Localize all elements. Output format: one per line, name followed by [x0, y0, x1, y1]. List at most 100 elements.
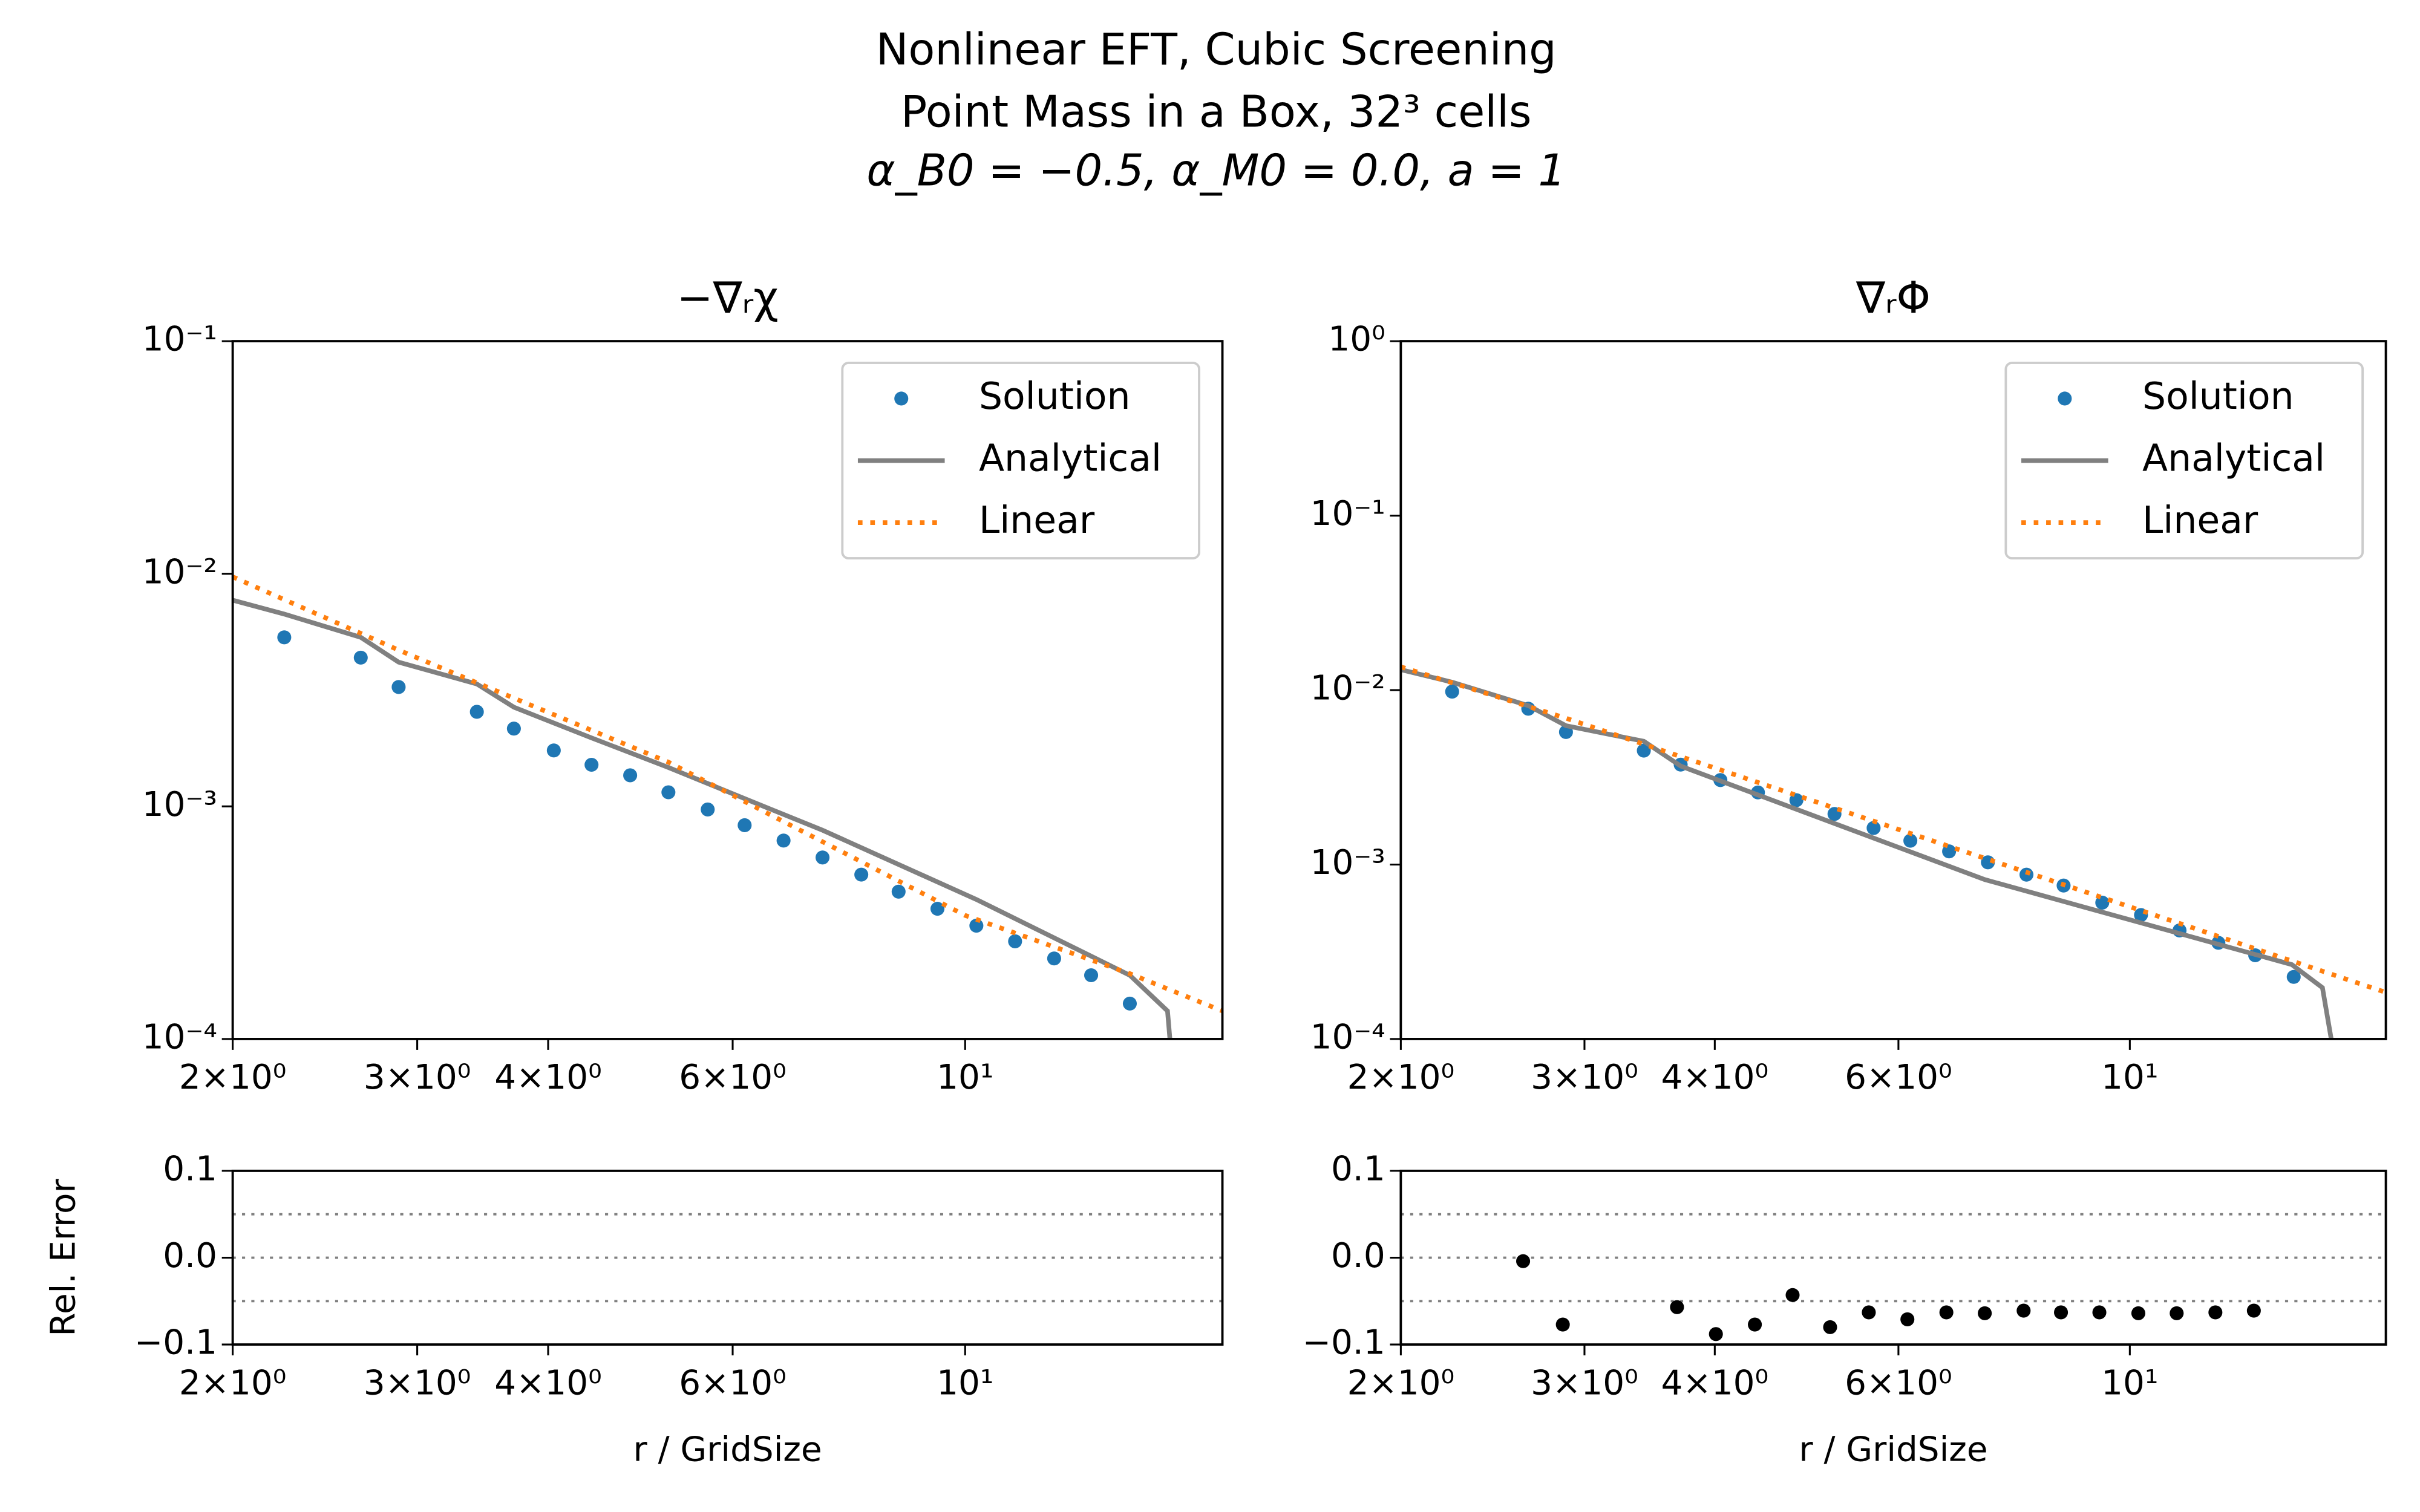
data-point — [1122, 996, 1137, 1011]
data-point — [776, 833, 791, 848]
y-tick-label: 10⁰ — [1328, 320, 1385, 359]
suptitle-line: α_B0 = −0.5, α_M0 = 0.0, a = 1 — [866, 145, 1566, 196]
x-tick-label: 4×10⁰ — [494, 1058, 602, 1097]
data-point — [506, 722, 521, 736]
legend-box — [2004, 362, 2364, 559]
data-point — [930, 902, 945, 916]
x-tick-label: 2×10⁰ — [1347, 1363, 1455, 1403]
data-point — [1862, 1305, 1876, 1320]
data-point — [2092, 1305, 2107, 1320]
panel: 2×10⁰ 3×10⁰ 4×10⁰ 6×10⁰ 10¹ −0.1 0.0 0.1 r / Gri… — [44, 1150, 1224, 1470]
data-point — [891, 884, 906, 899]
legend-marker — [2058, 391, 2072, 406]
data-point — [1709, 1327, 1723, 1341]
data-point — [2016, 1303, 2031, 1318]
data-point — [661, 785, 676, 800]
x-axis-label: r / GridSize — [633, 1430, 822, 1470]
y-tick-label: 10⁻² — [142, 552, 217, 591]
data-point — [353, 650, 368, 665]
axes-frame — [1399, 340, 2387, 1040]
y-axis-label: Rel. Error — [44, 1178, 83, 1336]
panel-title: −∇ᵣχ — [676, 272, 778, 323]
x-tick-label: 6×10⁰ — [679, 1363, 786, 1403]
data-point — [816, 850, 830, 865]
data-point — [2170, 1306, 2184, 1320]
data-point — [1008, 934, 1022, 948]
x-tick-label: 4×10⁰ — [1661, 1363, 1769, 1403]
x-tick-label: 3×10⁰ — [1531, 1363, 1638, 1403]
x-tick-label: 3×10⁰ — [364, 1363, 471, 1403]
series-line — [232, 598, 1172, 1039]
x-tick-label: 3×10⁰ — [1531, 1058, 1638, 1097]
plot-area — [1401, 664, 2386, 1039]
axes-frame — [231, 1169, 1224, 1346]
x-tick-label: 6×10⁰ — [679, 1058, 786, 1097]
data-point — [1903, 833, 1918, 848]
axes-frame — [231, 340, 1224, 1040]
x-tick-label: 4×10⁰ — [494, 1363, 602, 1403]
data-point — [1785, 1288, 1800, 1302]
y-tick-label: 10⁻¹ — [142, 320, 217, 359]
data-point — [1670, 1300, 1684, 1314]
x-tick-label: 6×10⁰ — [1845, 1058, 1952, 1097]
panel: 2×10⁰ 3×10⁰ 4×10⁰ 6×10⁰ 10¹ −0.1 0.0 0.1 r / Gri… — [1303, 1150, 2387, 1470]
data-point — [737, 818, 752, 832]
y-tick-label: 0.1 — [163, 1150, 217, 1189]
data-point — [1900, 1312, 1915, 1326]
data-point — [2246, 1303, 2261, 1318]
y-tick-label: 10⁻⁴ — [142, 1018, 217, 1057]
legend-label: Linear — [2142, 498, 2258, 542]
panel: 2×10⁰ 3×10⁰ 4×10⁰ 6×10⁰ 10¹ 10⁰ 10⁻¹ 10⁻² 10⁻³ 10… — [1310, 272, 2387, 1097]
data-point — [1978, 1306, 1992, 1320]
data-point — [277, 630, 292, 645]
data-point — [2054, 1305, 2068, 1320]
legend-label: Solution — [979, 374, 1131, 418]
data-point — [701, 802, 715, 816]
y-tick-label: 10⁻² — [1310, 669, 1385, 708]
data-point — [391, 680, 406, 694]
panel: 2×10⁰ 3×10⁰ 4×10⁰ 6×10⁰ 10¹ 10⁻¹ 10⁻² 10⁻³ 10⁻⁴ −… — [142, 272, 1224, 1097]
data-point — [1555, 1317, 1570, 1332]
x-tick-label: 10¹ — [937, 1363, 993, 1403]
series-line — [232, 575, 1223, 1014]
y-tick-label: −0.1 — [1303, 1323, 1385, 1363]
plot-area — [1516, 1254, 2261, 1341]
data-point — [1866, 821, 1881, 835]
legend-box — [841, 362, 1200, 559]
y-tick-label: 10⁻³ — [142, 785, 217, 824]
plot-area — [232, 575, 1223, 1039]
y-tick-label: 10⁻⁴ — [1310, 1018, 1385, 1057]
x-tick-label: 6×10⁰ — [1845, 1363, 1952, 1403]
suptitle-line: Point Mass in a Box, 32³ cells — [901, 86, 1532, 137]
y-tick-label: 10⁻³ — [1310, 843, 1385, 882]
data-point — [546, 743, 561, 758]
legend-label: Analytical — [2142, 437, 2325, 480]
legend-label: Analytical — [979, 437, 1162, 480]
data-point — [1445, 685, 1459, 699]
data-point — [2095, 895, 2110, 910]
legend-label: Linear — [979, 498, 1095, 542]
x-tick-label: 4×10⁰ — [1661, 1058, 1769, 1097]
suptitle-line: Nonlinear EFT, Cubic Screening — [876, 24, 1557, 75]
legend-label: Solution — [2142, 374, 2294, 418]
x-tick-label: 2×10⁰ — [1347, 1058, 1455, 1097]
data-point — [854, 867, 869, 882]
data-point — [2286, 969, 2301, 984]
data-point — [1939, 1305, 1954, 1320]
y-tick-label: 0.0 — [1331, 1236, 1385, 1276]
data-point — [584, 757, 599, 772]
data-point — [2208, 1305, 2223, 1320]
panel-title: ∇ᵣΦ — [1856, 272, 1931, 323]
data-point — [2131, 1306, 2145, 1320]
data-point — [1637, 743, 1651, 758]
data-point — [1748, 1317, 1762, 1332]
legend-marker — [894, 391, 909, 406]
data-point — [1047, 951, 1061, 966]
series-line — [1401, 667, 2334, 1039]
x-tick-label: 3×10⁰ — [364, 1058, 471, 1097]
x-tick-label: 10¹ — [2101, 1058, 2158, 1097]
x-tick-label: 2×10⁰ — [179, 1363, 287, 1403]
data-point — [1084, 968, 1099, 983]
y-tick-label: 0.1 — [1331, 1150, 1385, 1189]
data-point — [469, 705, 484, 719]
